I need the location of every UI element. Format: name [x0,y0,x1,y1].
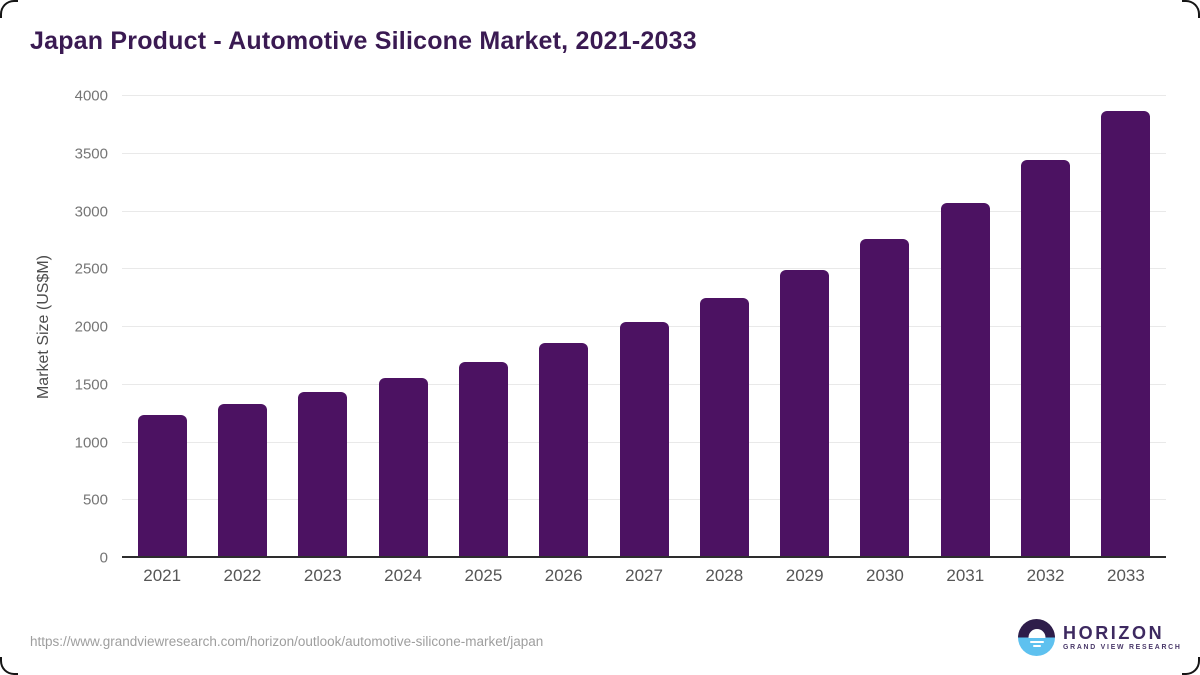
bar-slot-2027 [604,96,684,558]
y-tick-4000: 4000 [74,87,108,105]
bar-2026 [539,343,589,558]
x-tick-2032: 2032 [1026,566,1065,585]
logo-text: HORIZON GRAND VIEW RESEARCH [1063,622,1182,652]
x-axis-line [122,556,1166,558]
bar-2023 [298,391,348,558]
x-tick-2024: 2024 [384,566,422,585]
bars-row [122,96,1166,558]
gridline-4000 [122,95,1166,96]
bar-2033 [1101,111,1151,558]
corner-mark-bottom-right [1182,657,1200,675]
gridline-3000 [122,210,1166,212]
logo-subtitle: GRAND VIEW RESEARCH [1063,644,1182,652]
bar-2032 [1021,159,1071,558]
gridline-2500 [122,268,1166,270]
bar-slot-2028 [684,96,764,558]
bar-slot-2024 [363,96,443,558]
bar-slot-2022 [202,96,282,558]
y-tick-500: 500 [82,491,108,509]
corner-mark-bottom-left [0,657,18,675]
corner-mark-top-left [0,0,18,18]
logo-name: HORIZON [1063,622,1165,643]
x-tick-2022: 2022 [223,566,262,585]
plot-area [122,95,1166,558]
bar-2024 [378,377,428,558]
x-tick-2030: 2030 [866,566,904,585]
x-tick-2025: 2025 [464,566,503,585]
gridline-3500 [122,152,1166,154]
bar-slot-2030 [845,96,925,558]
bar-2027 [619,322,669,558]
bar-2021 [137,414,187,558]
bar-2029 [780,270,830,558]
bar-2030 [860,239,910,558]
x-tick-2027: 2027 [625,566,663,585]
y-tick-3000: 3000 [74,203,108,220]
y-tick-0: 0 [99,549,108,567]
bar-slot-2029 [765,96,845,558]
y-tick-1000: 1000 [74,434,108,451]
y-tick-2500: 2500 [74,260,108,278]
bar-2025 [458,361,508,558]
x-tick-2031: 2031 [946,566,985,585]
bar-slot-2031 [925,96,1005,558]
bar-slot-2025 [443,96,523,558]
x-tick-2029: 2029 [785,566,824,585]
y-axis: 0 500 1000 1500 2000 2500 3000 3500 4000 [0,88,108,567]
bar-slot-2023 [283,96,363,558]
bar-2031 [940,203,990,558]
x-tick-2026: 2026 [544,566,583,585]
sun-shape [1028,629,1045,638]
y-tick-3500: 3500 [74,145,108,163]
corner-mark-top-right [1182,0,1200,18]
reflection-dash [1032,645,1041,647]
horizon-logo: HORIZON GRAND VIEW RESEARCH [1018,619,1182,656]
chart-title: Japan Product - Automotive Silicone Mark… [30,27,697,55]
x-tick-2028: 2028 [705,566,744,585]
x-tick-2021: 2021 [143,566,182,585]
bar-slot-2032 [1005,96,1085,558]
horizon-sunrise-icon [1018,619,1055,656]
bar-2028 [699,298,749,558]
bar-2022 [217,404,267,558]
source-url-text: https://www.grandviewresearch.com/horizo… [30,634,544,649]
bar-slot-2021 [122,96,202,558]
x-tick-2023: 2023 [303,566,342,585]
x-tick-2033: 2033 [1106,566,1145,585]
bar-slot-2026 [524,96,604,558]
reflection-dash [1029,640,1044,643]
x-axis: 2021 2022 2023 2024 2025 2026 2027 2028 2029 2030… [122,566,1166,586]
y-tick-2000: 2000 [74,318,108,336]
y-tick-1500: 1500 [74,376,108,394]
bar-slot-2033 [1086,96,1166,558]
